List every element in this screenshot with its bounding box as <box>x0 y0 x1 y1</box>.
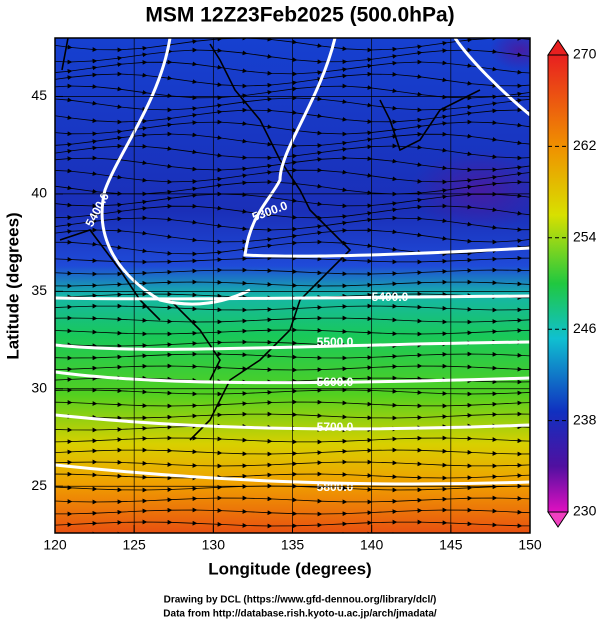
streamline <box>55 471 530 481</box>
contours <box>55 38 530 486</box>
streamline <box>55 363 530 373</box>
streamline <box>55 279 530 289</box>
streamline <box>55 435 530 445</box>
y-tick-label: 30 <box>31 379 47 395</box>
x-tick-label: 140 <box>360 537 384 553</box>
x-tick-label: 130 <box>202 537 226 553</box>
streamline <box>55 519 530 529</box>
colorbar-tick-label: 254 <box>573 229 597 245</box>
colorbar-arrow <box>547 39 569 56</box>
x-axis-label: Longitude (degrees) <box>208 559 371 578</box>
colorbar-tick-label: 262 <box>573 137 597 153</box>
footer-line: Data from http://database.rish.kyoto-u.a… <box>163 609 437 620</box>
y-tick-label: 35 <box>31 282 47 298</box>
colorbar-tick-label: 246 <box>573 320 597 336</box>
coastline <box>59 38 481 441</box>
y-tick-label: 40 <box>31 185 47 201</box>
streamline <box>55 239 530 257</box>
y-tick-label: 25 <box>31 477 47 493</box>
cold-core <box>410 150 530 230</box>
streamline <box>55 507 530 517</box>
footer-line: Drawing by DCL (https://www.gfd-dennou.o… <box>164 595 437 606</box>
streamline <box>55 387 530 397</box>
title: MSM 12Z23Feb2025 (500.0hPa) <box>145 4 454 27</box>
y-axis-label: Latitude (degrees) <box>3 212 22 359</box>
streamline <box>55 399 530 409</box>
streamline <box>55 255 530 265</box>
x-tick-label: 125 <box>122 537 146 553</box>
streamline <box>55 327 530 337</box>
streamline <box>55 303 530 313</box>
streamline <box>55 71 530 89</box>
x-tick-label: 150 <box>518 537 542 553</box>
colorbar-tick-label: 230 <box>573 503 597 519</box>
streamline <box>55 459 530 469</box>
cold-core <box>490 38 530 70</box>
contour-label: 5800.0 <box>317 480 354 494</box>
streamline <box>55 315 530 325</box>
streamline <box>55 351 530 361</box>
x-tick-label: 135 <box>281 537 305 553</box>
colorbar: 230 238 246 254 262 270 <box>547 39 597 528</box>
y-tick-label: 45 <box>31 87 47 103</box>
colorbar-tick-label: 238 <box>573 411 597 427</box>
contour-label: 5700.0 <box>317 420 354 434</box>
streamline <box>55 495 530 505</box>
streamline <box>55 119 530 137</box>
streamline <box>55 411 530 421</box>
streamline <box>55 447 530 457</box>
x-tick-label: 145 <box>439 537 463 553</box>
contour-label: 5500.0 <box>317 335 354 349</box>
contour-label: 5600.0 <box>317 375 354 389</box>
colorbar-tick-label: 270 <box>573 46 597 62</box>
colorbar-arrow <box>547 511 569 528</box>
x-tick-label: 120 <box>43 537 67 553</box>
field: 5400.0 5300.05400.05500.05600.05700.05800… <box>55 38 530 533</box>
axes: 120 125 130 135 140 145 150 25 30 35 40 45 <box>31 38 542 553</box>
contour-label: 5400.0 <box>372 290 409 304</box>
colorbar-bar <box>547 54 569 513</box>
